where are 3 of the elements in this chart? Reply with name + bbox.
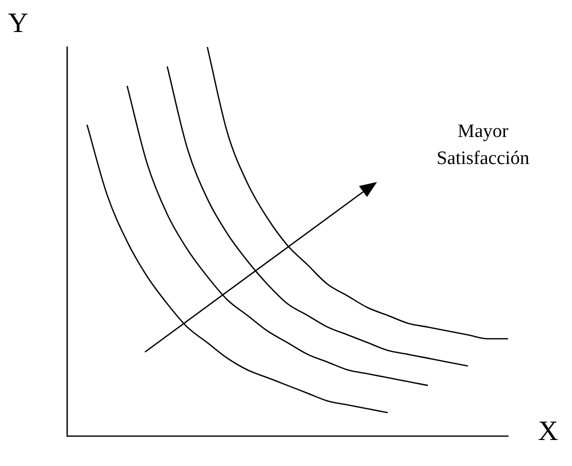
- x-axis-title: X: [538, 416, 558, 447]
- y-axis-title: Y: [8, 8, 28, 39]
- annotation: Mayor Satisfacción: [436, 120, 530, 171]
